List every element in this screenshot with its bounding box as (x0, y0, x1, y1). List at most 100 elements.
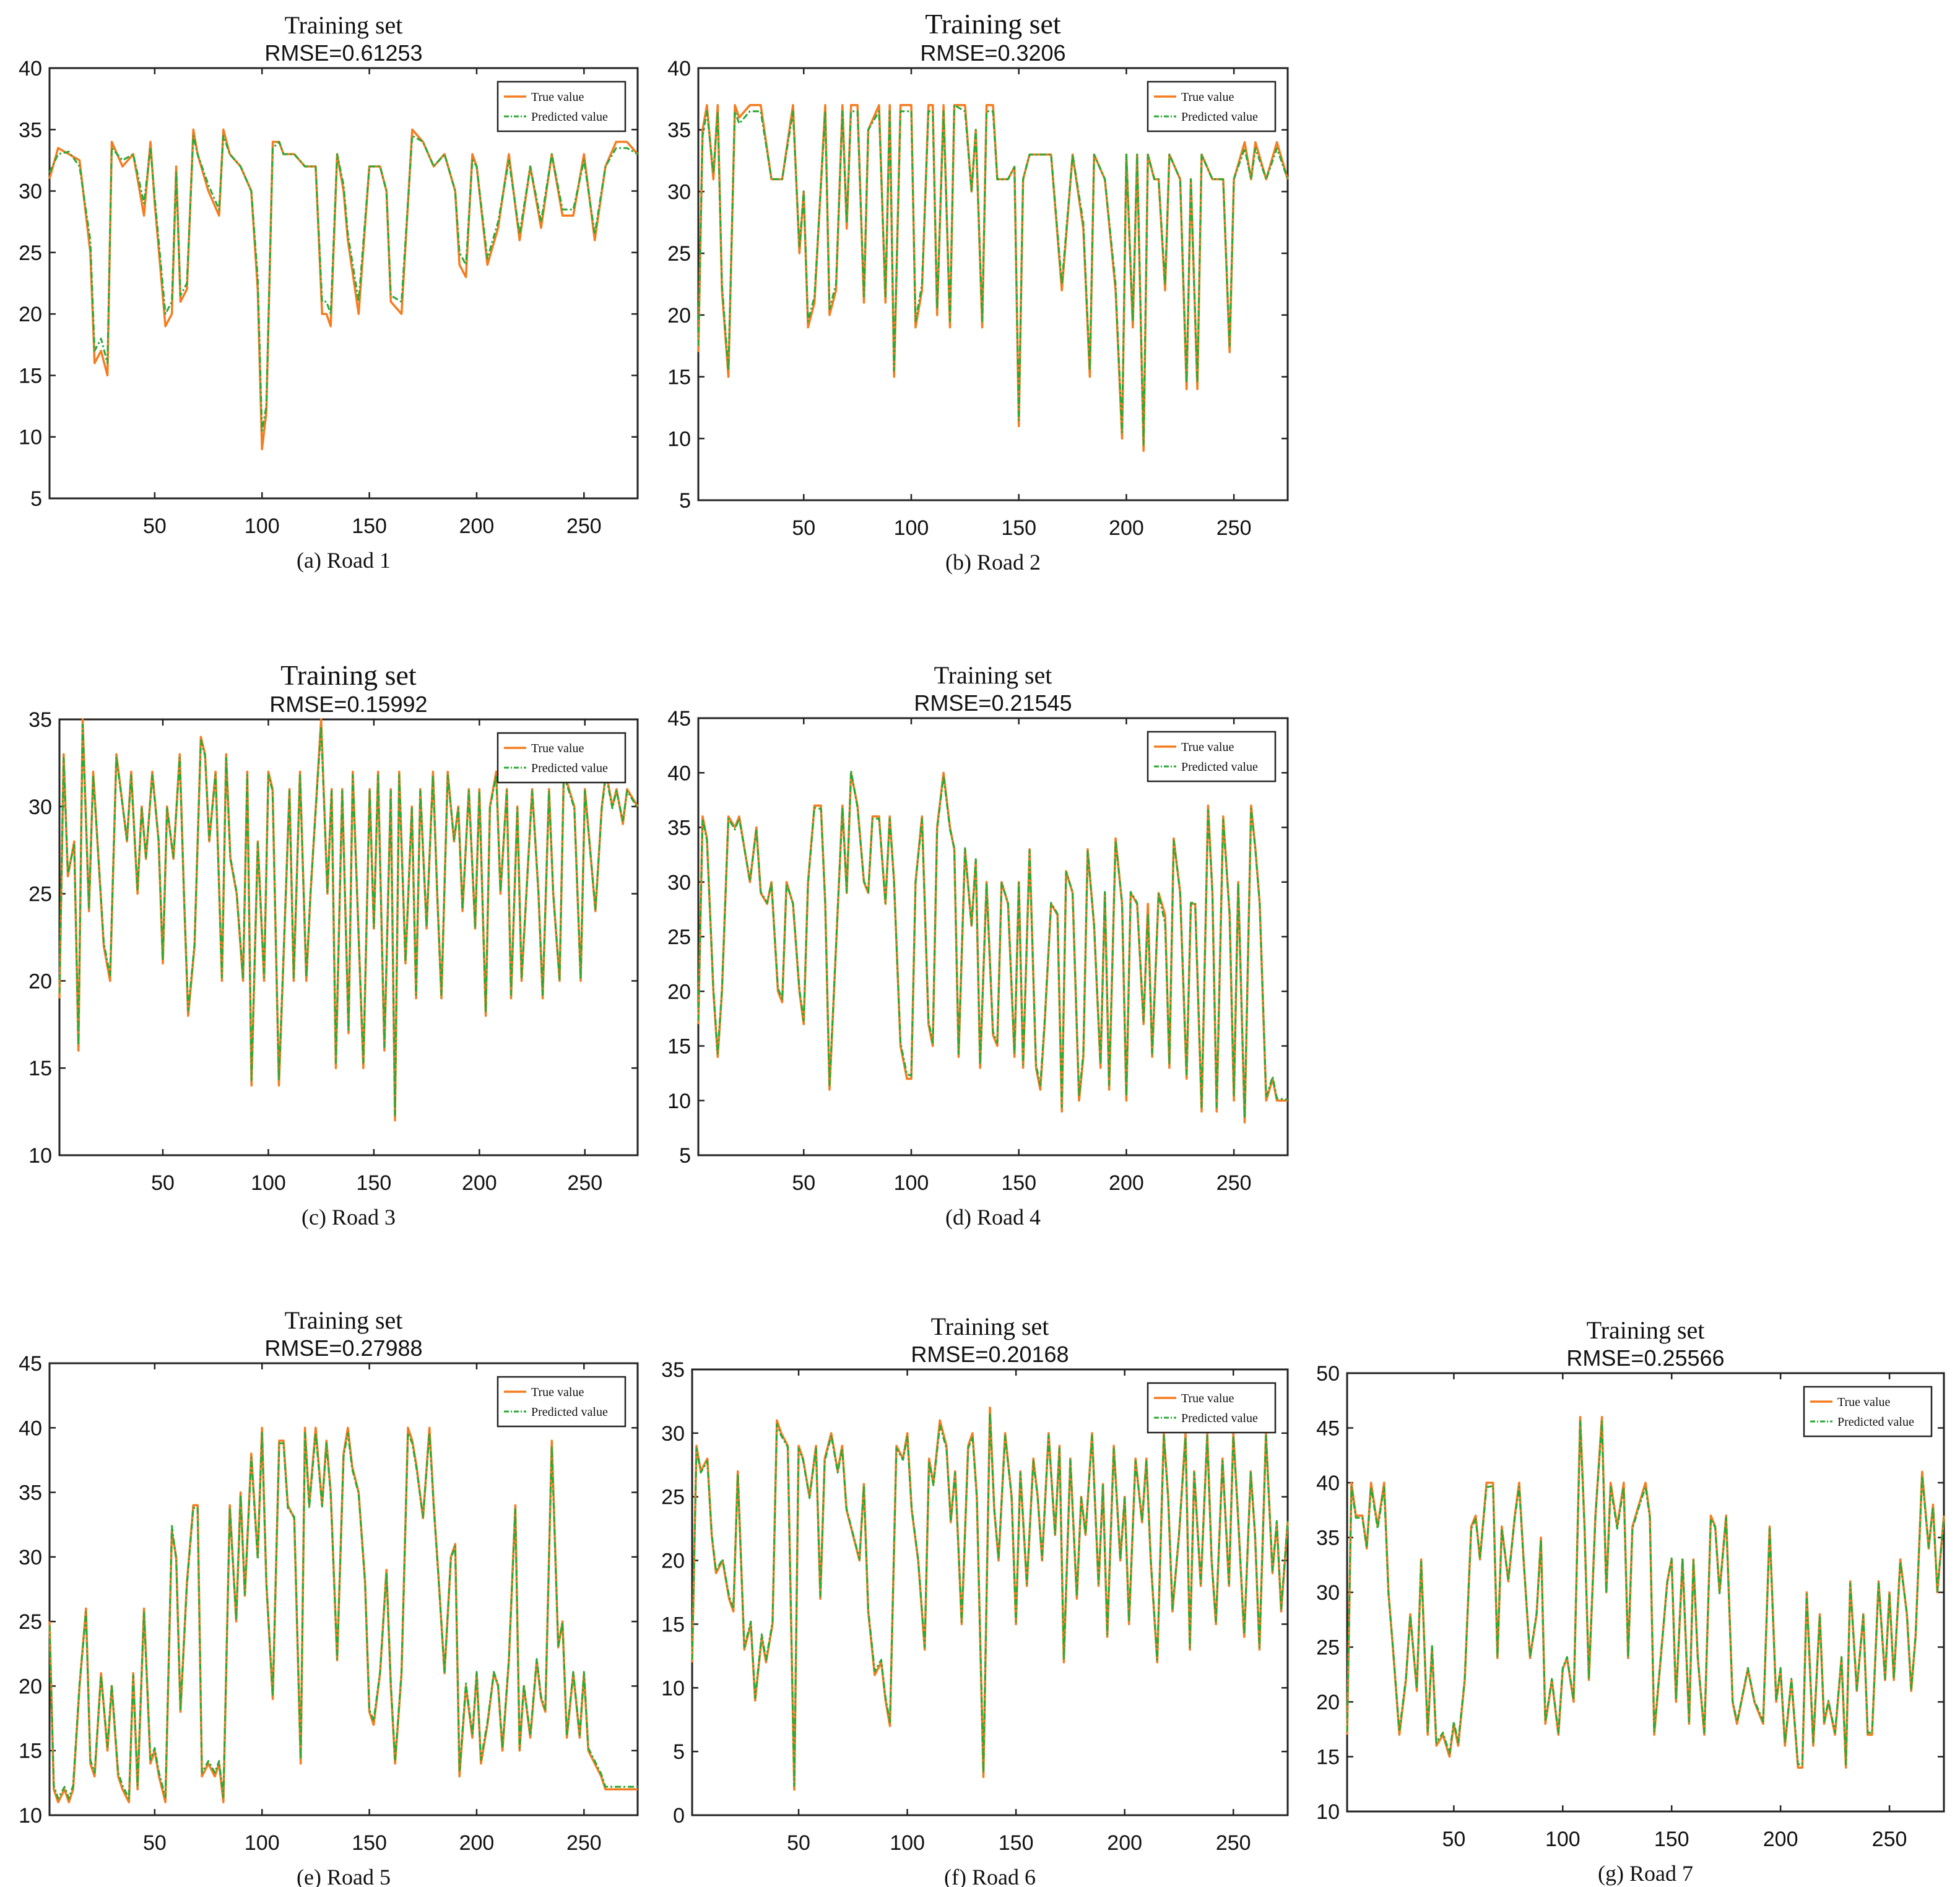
y-tick-label: 25 (19, 241, 42, 265)
plot-area (58, 718, 639, 1156)
panel-road-7: Training set RMSE=0.25566 (g) Road 7 10 1… (1316, 1316, 1945, 1886)
chart-subtitle: RMSE=0.21545 (914, 690, 1072, 716)
series-true-line (697, 771, 1288, 1124)
series-predicted-line (48, 1432, 638, 1800)
x-tick-label: 50 (1442, 1828, 1465, 1851)
legend-pred-label: Predicted value (1837, 1415, 1914, 1429)
y-tick-label: 15 (28, 1057, 52, 1080)
y-tick-label: 35 (19, 1481, 42, 1505)
y-tick-label: 15 (667, 366, 691, 389)
y-tick-label: 50 (1316, 1362, 1340, 1386)
y-tick-label: 15 (19, 1740, 42, 1763)
y-tick-label: 25 (1316, 1636, 1340, 1660)
y-tick-label: 10 (1316, 1800, 1340, 1824)
legend-box (1147, 731, 1277, 783)
legend-box (497, 80, 627, 132)
y-tick-label: 10 (667, 1090, 691, 1113)
legend-true-label: True value (531, 742, 584, 755)
y-tick-label: 10 (661, 1677, 685, 1700)
chart-subtitle: RMSE=0.61253 (264, 40, 422, 66)
legend-pred-label: Predicted value (1181, 760, 1258, 774)
legend-true-label: True value (1181, 1392, 1234, 1405)
y-tick-label: 35 (1316, 1527, 1340, 1550)
x-tick-label: 100 (1545, 1828, 1581, 1851)
chart-title: Training set (285, 11, 403, 39)
y-tick-label: 35 (19, 118, 42, 142)
y-tick-label: 20 (19, 1675, 42, 1698)
chart-title: Training set (1587, 1316, 1705, 1344)
legend-true-label: True value (531, 90, 584, 104)
series-predicted-line (691, 1412, 1289, 1787)
y-tick-label: 25 (661, 1486, 685, 1509)
chart-subtitle: RMSE=0.20168 (911, 1342, 1069, 1367)
x-tick-label: 150 (1001, 516, 1036, 540)
series-predicted-line (48, 134, 638, 432)
y-tick-label: 40 (19, 57, 42, 80)
y-tick-label: 30 (19, 1546, 42, 1569)
y-tick-label: 35 (28, 708, 52, 732)
x-tick-label: 100 (894, 1171, 929, 1195)
chart-caption: (b) Road 2 (945, 550, 1041, 575)
x-tick-label: 200 (459, 514, 495, 538)
chart-caption: (d) Road 4 (945, 1205, 1041, 1230)
x-tick-label: 50 (792, 516, 815, 540)
series-predicted-line (58, 723, 639, 1116)
x-tick-label: 100 (890, 1831, 925, 1855)
chart-caption: (e) Road 5 (297, 1865, 391, 1887)
x-tick-label: 250 (1216, 516, 1252, 540)
y-tick-label: 30 (1316, 1581, 1340, 1605)
chart-title: Training set (280, 659, 417, 691)
legend-pred-label: Predicted value (1181, 1412, 1258, 1425)
x-tick-label: 200 (1109, 516, 1144, 540)
x-tick-label: 250 (566, 514, 602, 538)
chart-title: Training set (925, 8, 1061, 40)
y-tick-label: 35 (661, 1358, 685, 1382)
y-tick-label: 40 (19, 1416, 42, 1440)
panel-road-3: Training set RMSE=0.15992 (c) Road 3 10 1… (28, 659, 639, 1230)
x-tick-label: 150 (999, 1831, 1034, 1855)
y-tick-label: 25 (667, 242, 691, 266)
x-tick-label: 100 (894, 516, 929, 540)
x-tick-label: 150 (1654, 1828, 1689, 1851)
x-tick-label: 150 (352, 514, 387, 538)
y-tick-label: 35 (667, 119, 691, 142)
chart-subtitle: RMSE=0.27988 (264, 1335, 422, 1361)
chart-subtitle: RMSE=0.25566 (1566, 1345, 1724, 1371)
y-tick-label: 25 (28, 883, 52, 906)
x-tick-label: 200 (1107, 1831, 1142, 1855)
y-tick-label: 5 (679, 489, 691, 513)
y-tick-label: 5 (673, 1740, 685, 1764)
x-tick-label: 200 (462, 1171, 497, 1195)
series-predicted-line (697, 770, 1288, 1119)
y-tick-label: 45 (19, 1352, 42, 1376)
x-tick-label: 50 (143, 514, 167, 538)
y-tick-label: 20 (19, 303, 42, 326)
legend-box (1147, 80, 1277, 132)
legend-pred-label: Predicted value (531, 761, 608, 775)
plot-area (697, 717, 1289, 1156)
chart-title: Training set (934, 661, 1052, 689)
y-tick-label: 30 (19, 180, 42, 204)
y-tick-label: 25 (667, 926, 691, 949)
plot-area (48, 67, 639, 500)
chart-title: Training set (285, 1306, 403, 1334)
x-tick-label: 50 (792, 1171, 815, 1195)
y-tick-label: 45 (1316, 1417, 1340, 1441)
chart-caption: (c) Road 3 (301, 1205, 396, 1230)
x-tick-label: 250 (1216, 1171, 1252, 1195)
x-tick-label: 150 (357, 1171, 392, 1195)
x-tick-label: 200 (459, 1831, 495, 1855)
x-tick-label: 100 (251, 1171, 286, 1195)
x-tick-label: 100 (245, 514, 280, 538)
y-tick-label: 40 (1316, 1472, 1340, 1495)
y-tick-label: 15 (19, 364, 42, 388)
panel-road-5: Training set RMSE=0.27988 (e) Road 5 10 1… (19, 1306, 639, 1887)
chart-caption: (g) Road 7 (1598, 1861, 1693, 1886)
x-tick-label: 250 (566, 1831, 602, 1855)
legend-true-label: True value (531, 1386, 584, 1399)
y-tick-label: 15 (1316, 1746, 1340, 1769)
legend-box (1803, 1386, 1933, 1438)
y-tick-label: 20 (667, 980, 691, 1004)
legend-true-label: True value (1181, 740, 1234, 754)
